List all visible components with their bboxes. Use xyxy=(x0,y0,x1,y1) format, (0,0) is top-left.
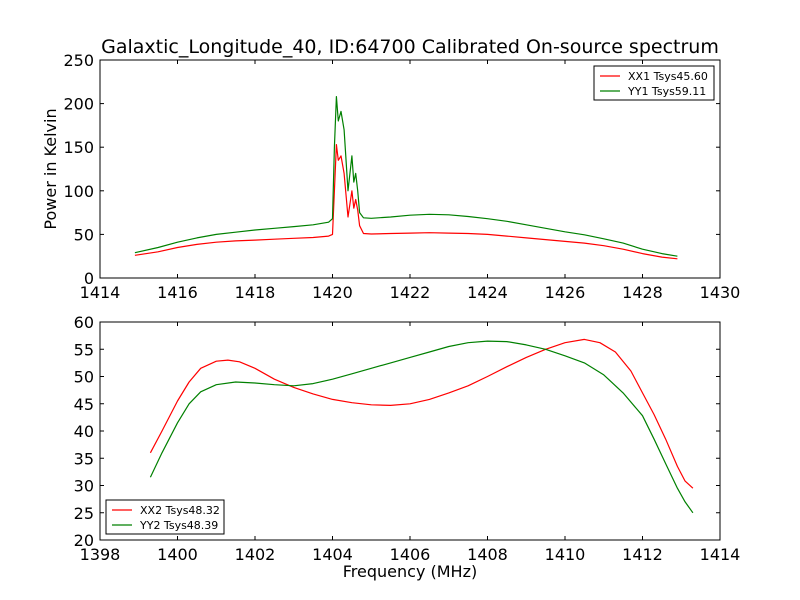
y-tick-label: 0 xyxy=(84,269,94,288)
legend-label: XX1 Tsys45.60 xyxy=(628,70,708,83)
top-legend: XX1 Tsys45.60 YY1 Tsys59.11 xyxy=(593,65,715,101)
legend-box xyxy=(105,499,225,535)
y-tick-label: 50 xyxy=(74,225,94,244)
legend-label: XX2 Tsys48.32 xyxy=(140,504,220,517)
x-tick-label: 1426 xyxy=(545,283,586,302)
top-ticks: 1414 1416 1418 1420 1422 1424 1426 1428 1430 0 50 1… xyxy=(63,51,740,302)
bottom-legend: XX2 Tsys48.32 YY2 Tsys48.39 xyxy=(105,499,225,535)
x-tick-label: 1414 xyxy=(700,545,741,564)
x-tick-label: 1414 xyxy=(80,283,121,302)
x-tick-label: 1402 xyxy=(235,545,276,564)
legend-box xyxy=(593,65,715,101)
x-tick-label: 1410 xyxy=(545,545,586,564)
top-y-axis-label: Power in Kelvin xyxy=(41,108,60,229)
x-tick-label: 1418 xyxy=(235,283,276,302)
y-tick-label: 60 xyxy=(74,313,94,332)
y-tick-label: 250 xyxy=(63,51,94,70)
y-tick-label: 150 xyxy=(63,138,94,157)
bottom-ticks: 1398 1400 1402 1404 1406 1408 1410 1412 1414 20 25… xyxy=(74,313,741,564)
y-tick-label: 100 xyxy=(63,182,94,201)
series-line-xx1 xyxy=(134,144,678,260)
y-tick-label: 55 xyxy=(74,340,94,359)
series-line-xx2 xyxy=(149,338,694,489)
y-tick-label: 45 xyxy=(74,395,94,414)
x-tick-label: 1422 xyxy=(390,283,431,302)
x-tick-label: 1404 xyxy=(312,545,353,564)
y-tick-label: 40 xyxy=(74,422,94,441)
bottom-panel: 1398 1400 1402 1404 1406 1408 1410 1412 1414 20 25… xyxy=(74,313,741,581)
x-tick-label: 1400 xyxy=(157,545,198,564)
x-tick-label: 1424 xyxy=(467,283,508,302)
x-tick-label: 1428 xyxy=(622,283,663,302)
y-tick-label: 35 xyxy=(74,449,94,468)
legend-label: YY1 Tsys59.11 xyxy=(627,85,706,98)
y-tick-label: 50 xyxy=(74,368,94,387)
series-line-yy2 xyxy=(149,340,694,514)
x-tick-label: 1408 xyxy=(467,545,508,564)
legend-label: YY2 Tsys48.39 xyxy=(139,519,218,532)
top-panel: 1414 1416 1418 1420 1422 1424 1426 1428 1430 0 50 1… xyxy=(41,51,740,302)
y-tick-label: 200 xyxy=(63,95,94,114)
x-tick-label: 1406 xyxy=(390,545,431,564)
x-tick-label: 1420 xyxy=(312,283,353,302)
y-tick-label: 30 xyxy=(74,477,94,496)
chart-title: Galaxtic_Longitude_40, ID:64700 Calibrat… xyxy=(101,36,719,58)
y-tick-label: 25 xyxy=(74,504,94,523)
x-tick-label: 1430 xyxy=(700,283,741,302)
x-tick-label: 1398 xyxy=(80,545,121,564)
bottom-series-layer xyxy=(149,338,694,514)
x-tick-label: 1416 xyxy=(157,283,198,302)
series-line-yy1 xyxy=(134,96,678,257)
top-series-layer xyxy=(134,96,678,260)
y-tick-label: 20 xyxy=(74,531,94,550)
bottom-x-axis-label: Frequency (MHz) xyxy=(343,562,477,581)
x-tick-label: 1412 xyxy=(622,545,663,564)
